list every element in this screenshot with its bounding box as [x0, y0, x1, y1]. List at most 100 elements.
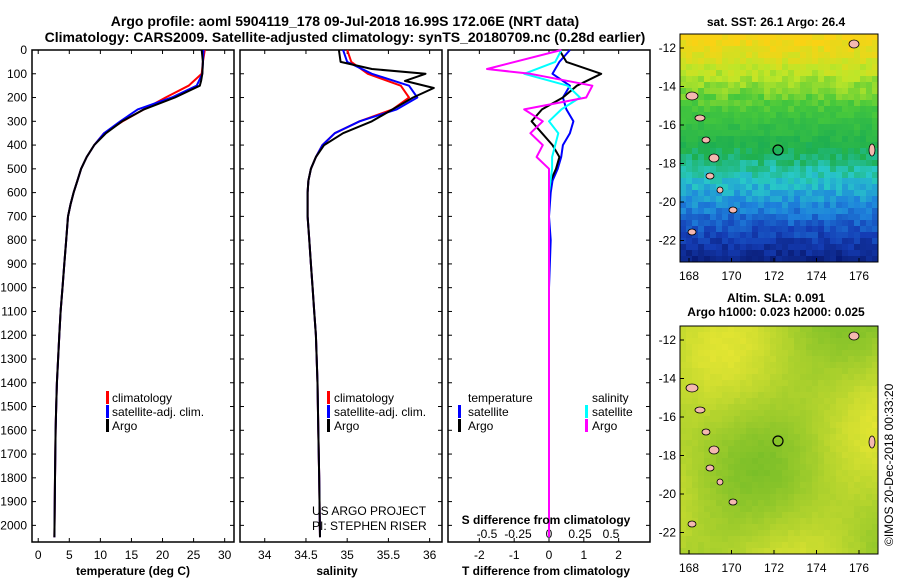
map-cell [872, 112, 879, 119]
map-cell [746, 410, 753, 417]
map-cell [842, 142, 849, 149]
map-cell [734, 88, 741, 95]
map-cell [716, 458, 723, 465]
map-cell [860, 530, 867, 537]
map-cell [788, 196, 795, 203]
map-cell [830, 518, 837, 525]
sla-map-title: Altim. SLA: 0.091 [727, 291, 825, 305]
map-cell [854, 506, 861, 513]
map-cell [836, 368, 843, 375]
map-cell [824, 250, 831, 257]
map-cell [770, 458, 777, 465]
map-cell [752, 416, 759, 423]
map-cell [740, 524, 747, 531]
map-cell [800, 124, 807, 131]
map-cell [692, 338, 699, 345]
map-cell [728, 440, 735, 447]
map-cell [812, 464, 819, 471]
map-cell [800, 458, 807, 465]
map-cell [788, 398, 795, 405]
map-cell [680, 392, 687, 399]
map-cell [722, 494, 729, 501]
map-cell [752, 94, 759, 101]
map-cell [722, 214, 729, 221]
map-cell [698, 166, 705, 173]
map-cell [764, 452, 771, 459]
map-cell [842, 362, 849, 369]
map-cell [782, 64, 789, 71]
map-cell [692, 250, 699, 257]
map-cell [782, 410, 789, 417]
island-shape [705, 172, 715, 180]
s-difference-tick-label: 0.25 [568, 527, 592, 541]
map-cell [728, 136, 735, 143]
map-cell [830, 416, 837, 423]
map-cell [782, 464, 789, 471]
map-cell [758, 416, 765, 423]
map-cell [728, 94, 735, 101]
map-cell [728, 386, 735, 393]
map-cell [740, 398, 747, 405]
map-cell [794, 244, 801, 251]
map-cell [758, 398, 765, 405]
map-cell [818, 94, 825, 101]
map-cell [866, 124, 873, 131]
map-cell [872, 518, 879, 525]
map-cell [710, 488, 717, 495]
map-cell [860, 190, 867, 197]
island-shape [848, 331, 860, 341]
island-shape [694, 406, 706, 414]
map-cell [722, 40, 729, 47]
map-cell [872, 178, 879, 185]
map-cell [686, 196, 693, 203]
map-cell [764, 548, 771, 555]
map-cell [782, 494, 789, 501]
x-tick-label: 1 [580, 548, 587, 562]
map-cell [842, 106, 849, 113]
map-cell [692, 52, 699, 59]
map-cell [806, 244, 813, 251]
map-cell [866, 94, 873, 101]
map-cell [746, 172, 753, 179]
map-cell [860, 154, 867, 161]
map-cell [866, 446, 873, 453]
map-cell [812, 548, 819, 555]
map-cell [848, 52, 855, 59]
map-cell [740, 136, 747, 143]
map-cell [710, 368, 717, 375]
map-cell [686, 244, 693, 251]
map-cell [716, 374, 723, 381]
map-cell [836, 250, 843, 257]
map-cell [836, 154, 843, 161]
map-cell [728, 422, 735, 429]
map-cell [704, 220, 711, 227]
map-cell [806, 476, 813, 483]
map-cell [692, 374, 699, 381]
map-cell [866, 500, 873, 507]
map-cell [746, 536, 753, 543]
map-cell [740, 344, 747, 351]
map-cell [692, 172, 699, 179]
map-cell [872, 184, 879, 191]
map-cell [812, 488, 819, 495]
map-cell [752, 326, 759, 333]
map-cell [872, 446, 879, 453]
map-cell [680, 190, 687, 197]
map-cell [758, 530, 765, 537]
map-cell [782, 184, 789, 191]
map-cell [722, 452, 729, 459]
map-cell [872, 530, 879, 537]
map-cell [698, 530, 705, 537]
map-cell [746, 362, 753, 369]
map-cell [764, 190, 771, 197]
map-cell [710, 238, 717, 245]
map-cell [824, 178, 831, 185]
map-lat-label: -14 [659, 80, 677, 94]
map-cell [704, 64, 711, 71]
map-cell [848, 118, 855, 125]
map-cell [830, 238, 837, 245]
map-cell [764, 154, 771, 161]
map-cell [824, 416, 831, 423]
map-cell [770, 494, 777, 501]
map-cell [794, 398, 801, 405]
